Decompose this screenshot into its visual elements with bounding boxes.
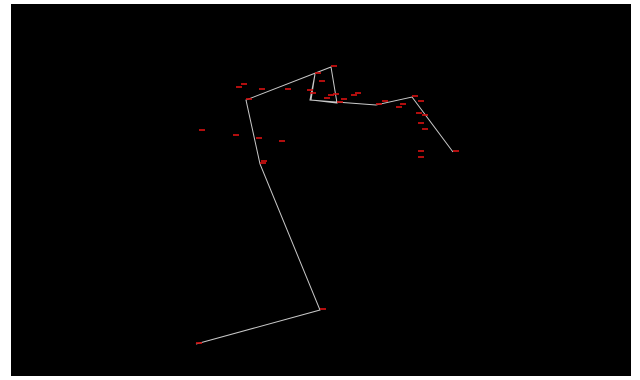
- label-mark: [236, 86, 242, 88]
- label-mark: [307, 89, 313, 91]
- label-mark: [259, 88, 265, 90]
- label-mark: [422, 128, 428, 130]
- label-mark: [199, 129, 205, 131]
- label-mark: [333, 93, 339, 95]
- label-mark: [453, 150, 459, 152]
- label-mark: [418, 100, 424, 102]
- plot-canvas: [11, 4, 631, 376]
- plot-background: [11, 4, 631, 376]
- label-mark: [396, 106, 402, 108]
- label-mark: [418, 122, 424, 124]
- label-mark: [315, 72, 321, 74]
- label-mark: [337, 101, 343, 103]
- label-mark: [341, 98, 347, 100]
- label-mark: [233, 134, 239, 136]
- label-layer: [196, 65, 459, 344]
- label-mark: [256, 137, 262, 139]
- label-mark: [355, 92, 361, 94]
- label-mark: [279, 140, 285, 142]
- label-mark: [418, 150, 424, 152]
- label-mark: [310, 92, 316, 94]
- label-mark: [319, 80, 325, 82]
- label-mark: [416, 112, 422, 114]
- label-mark: [246, 98, 252, 100]
- label-mark: [351, 94, 357, 96]
- label-mark: [285, 88, 291, 90]
- label-mark: [324, 97, 330, 99]
- label-mark: [376, 103, 382, 105]
- label-mark: [241, 83, 247, 85]
- label-mark: [196, 342, 202, 344]
- label-mark: [412, 95, 418, 97]
- label-mark: [261, 160, 267, 162]
- label-mark: [418, 156, 424, 158]
- label-mark: [328, 94, 334, 96]
- label-mark: [320, 308, 326, 310]
- label-mark: [382, 100, 388, 102]
- label-mark: [400, 103, 406, 105]
- label-mark: [422, 114, 428, 116]
- label-mark: [260, 162, 266, 164]
- trajectory-plot: [11, 4, 631, 376]
- label-mark: [331, 65, 337, 67]
